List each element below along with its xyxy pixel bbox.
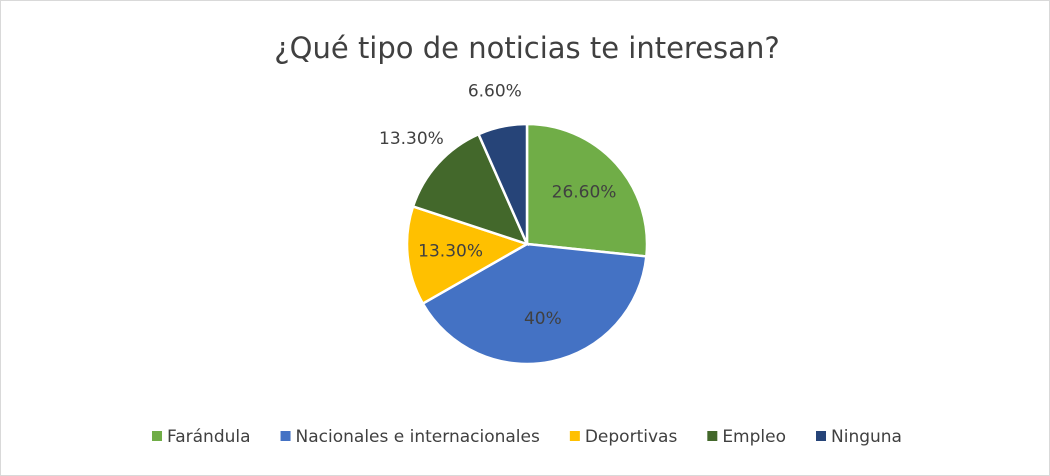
legend-label: Farándula	[167, 427, 251, 447]
pie-slice	[525, 122, 649, 258]
legend-label: Deportivas	[585, 427, 678, 447]
legend-label: Nacionales e internacionales	[296, 427, 540, 447]
data-label: 26.60%	[552, 183, 617, 203]
data-label: 6.60%	[468, 81, 522, 101]
legend-label: Ninguna	[831, 427, 902, 447]
legend-label: Empleo	[722, 427, 786, 447]
pie-slice	[411, 132, 530, 247]
pie-slice	[405, 204, 531, 306]
legend-swatch	[816, 431, 827, 441]
legend-swatch	[280, 431, 291, 441]
legend-swatch	[152, 431, 163, 441]
data-label: 40%	[524, 309, 562, 329]
data-label: 13.30%	[379, 129, 444, 149]
chart-title: ¿Qué tipo de noticias te interesan?	[274, 31, 779, 65]
data-label: 13.30%	[418, 242, 483, 262]
legend-swatch	[569, 431, 580, 441]
pie-slice	[421, 242, 648, 366]
pie-slice	[476, 122, 529, 245]
legend-swatch	[707, 431, 718, 441]
